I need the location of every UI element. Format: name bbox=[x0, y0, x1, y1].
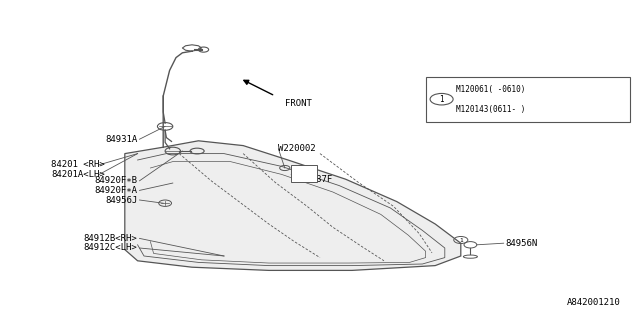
Text: W220002: W220002 bbox=[278, 144, 316, 153]
Text: 84920F∗A: 84920F∗A bbox=[95, 186, 138, 195]
Text: 84920F∗B: 84920F∗B bbox=[95, 176, 138, 185]
Text: 84956J: 84956J bbox=[106, 196, 138, 204]
Text: 1: 1 bbox=[459, 237, 463, 243]
Text: M120143(0611- ): M120143(0611- ) bbox=[456, 105, 525, 114]
Text: 84937F: 84937F bbox=[301, 175, 333, 184]
Text: 1: 1 bbox=[439, 95, 444, 104]
Text: 84956N: 84956N bbox=[506, 239, 538, 248]
PathPatch shape bbox=[125, 141, 461, 270]
Text: 84912C<LH>: 84912C<LH> bbox=[84, 244, 138, 252]
Text: 84201 <RH>: 84201 <RH> bbox=[51, 160, 105, 169]
Text: M120061( -0610): M120061( -0610) bbox=[456, 85, 525, 94]
Text: 84912B<RH>: 84912B<RH> bbox=[84, 234, 138, 243]
Text: FRONT: FRONT bbox=[285, 99, 312, 108]
Text: 84931A: 84931A bbox=[106, 135, 138, 144]
FancyBboxPatch shape bbox=[291, 165, 317, 182]
FancyBboxPatch shape bbox=[426, 77, 630, 122]
Text: 84201A<LH>: 84201A<LH> bbox=[51, 170, 105, 179]
Text: A842001210: A842001210 bbox=[567, 298, 621, 307]
